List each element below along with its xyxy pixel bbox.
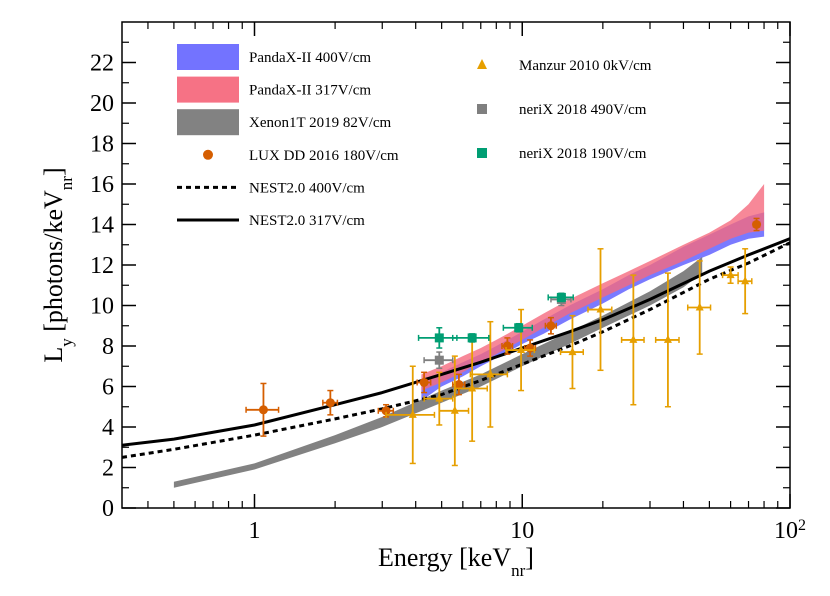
y-tick-label-4: 8: [102, 334, 114, 360]
point-manzur-2010-0kv-cm-2: [450, 405, 459, 414]
point-nerix-2018-190v-cm-2: [514, 323, 524, 333]
x-axis-title: Energy [keVnr]: [378, 543, 534, 580]
point-lux-dd-2016-180v-cm-5: [502, 341, 512, 351]
x-tick-label-1: 10: [510, 518, 534, 544]
point-nerix-2018-490v-cm-0: [434, 355, 444, 365]
point-nerix-2018-190v-cm-1: [467, 333, 477, 343]
legend-left-pandax-ii-317v-cm-swatch: [177, 76, 239, 103]
point-lux-dd-2016-180v-cm-6: [525, 343, 535, 353]
y-tick-label-5: 10: [90, 294, 114, 320]
point-lux-dd-2016-180v-cm-8: [752, 220, 762, 229]
point-manzur-2010-0kv-cm-1: [435, 393, 444, 402]
point-manzur-2010-0kv-cm-10: [695, 302, 704, 311]
point-manzur-2010-0kv-cm-8: [629, 334, 638, 343]
point-nerix-2018-190v-cm-3: [556, 292, 566, 302]
legend-left-xenon1t-2019-82v-cm-label: Xenon1T 2019 82V/cm: [249, 115, 392, 131]
points-layer: [245, 217, 762, 467]
legend-right-nerix-2018-190v-cm-label: neriX 2018 190V/cm: [519, 146, 647, 162]
point-manzur-2010-0kv-cm-7: [596, 304, 605, 313]
y-tick-label-6: 12: [90, 253, 114, 279]
point-manzur-2010-0kv-cm-4: [486, 369, 495, 378]
point-lux-dd-2016-180v-cm-4: [454, 379, 464, 389]
y-tick-label-11: 22: [90, 51, 114, 77]
legend-layer: PandaX-II 400V/cm PandaX-II 317V/cm Xenon1…: [177, 44, 652, 229]
legend-left-lux-dd-2016-180v-cm-swatch: [203, 149, 213, 160]
point-manzur-2010-0kv-cm-6: [568, 347, 577, 356]
point-manzur-2010-0kv-cm-9: [663, 334, 672, 343]
y-tick-label-9: 18: [90, 132, 114, 158]
ticks-layer: 0 2 4 6 8 10 12 14 16 18 20 22 1 10 102: [90, 22, 806, 544]
point-lux-dd-2016-180v-cm-3: [419, 377, 429, 387]
legend-right-nerix-2018-190v-cm-swatch: [477, 148, 487, 158]
point-lux-dd-2016-180v-cm-0: [258, 405, 268, 415]
legend-left-pandax-ii-400v-cm-swatch: [177, 44, 239, 70]
x-tick-label-0: 1: [248, 518, 260, 544]
point-manzur-2010-0kv-cm-5: [517, 345, 526, 354]
point-lux-dd-2016-180v-cm-7: [546, 321, 556, 331]
y-tick-label-10: 20: [90, 91, 114, 117]
y-tick-label-3: 6: [102, 375, 114, 401]
y-tick-label-1: 2: [102, 456, 114, 482]
legend-left-nest2-0-317v-cm-label: NEST2.0 317V/cm: [249, 213, 365, 229]
legend-right-manzur-2010-0kv-cm-label: Manzur 2010 0kV/cm: [519, 58, 652, 74]
point-lux-dd-2016-180v-cm-2: [381, 406, 391, 416]
legend-left-pandax-ii-317v-cm-label: PandaX-II 317V/cm: [249, 83, 371, 99]
x-tick-label-2: 102: [774, 517, 806, 545]
y-tick-label-0: 0: [102, 496, 114, 522]
y-tick-label-8: 16: [90, 172, 114, 198]
legend-left-xenon1t-2019-82v-cm-swatch: [177, 109, 239, 136]
legend-right-nerix-2018-490v-cm-label: neriX 2018 490V/cm: [519, 102, 647, 118]
point-manzur-2010-0kv-cm-3: [468, 383, 477, 392]
point-lux-dd-2016-180v-cm-1: [325, 398, 335, 408]
y-tick-label-7: 14: [90, 213, 114, 239]
y-tick-label-2: 4: [102, 415, 114, 441]
legend-left-lux-dd-2016-180v-cm-label: LUX DD 2016 180V/cm: [249, 148, 399, 164]
point-manzur-2010-0kv-cm-12: [741, 276, 750, 285]
point-nerix-2018-190v-cm-0: [434, 333, 444, 343]
point-manzur-2010-0kv-cm-11: [726, 270, 735, 279]
legend-left-pandax-ii-400v-cm-label: PandaX-II 400V/cm: [249, 50, 371, 66]
y-axis-title: Ly [photons/keVnr]: [39, 167, 76, 362]
legend-right-nerix-2018-490v-cm-swatch: [477, 104, 487, 114]
point-manzur-2010-0kv-cm-0: [408, 409, 417, 418]
legend-left-nest2-0-400v-cm-label: NEST2.0 400V/cm: [249, 180, 365, 196]
legend-right-manzur-2010-0kv-cm-swatch: [477, 59, 487, 69]
